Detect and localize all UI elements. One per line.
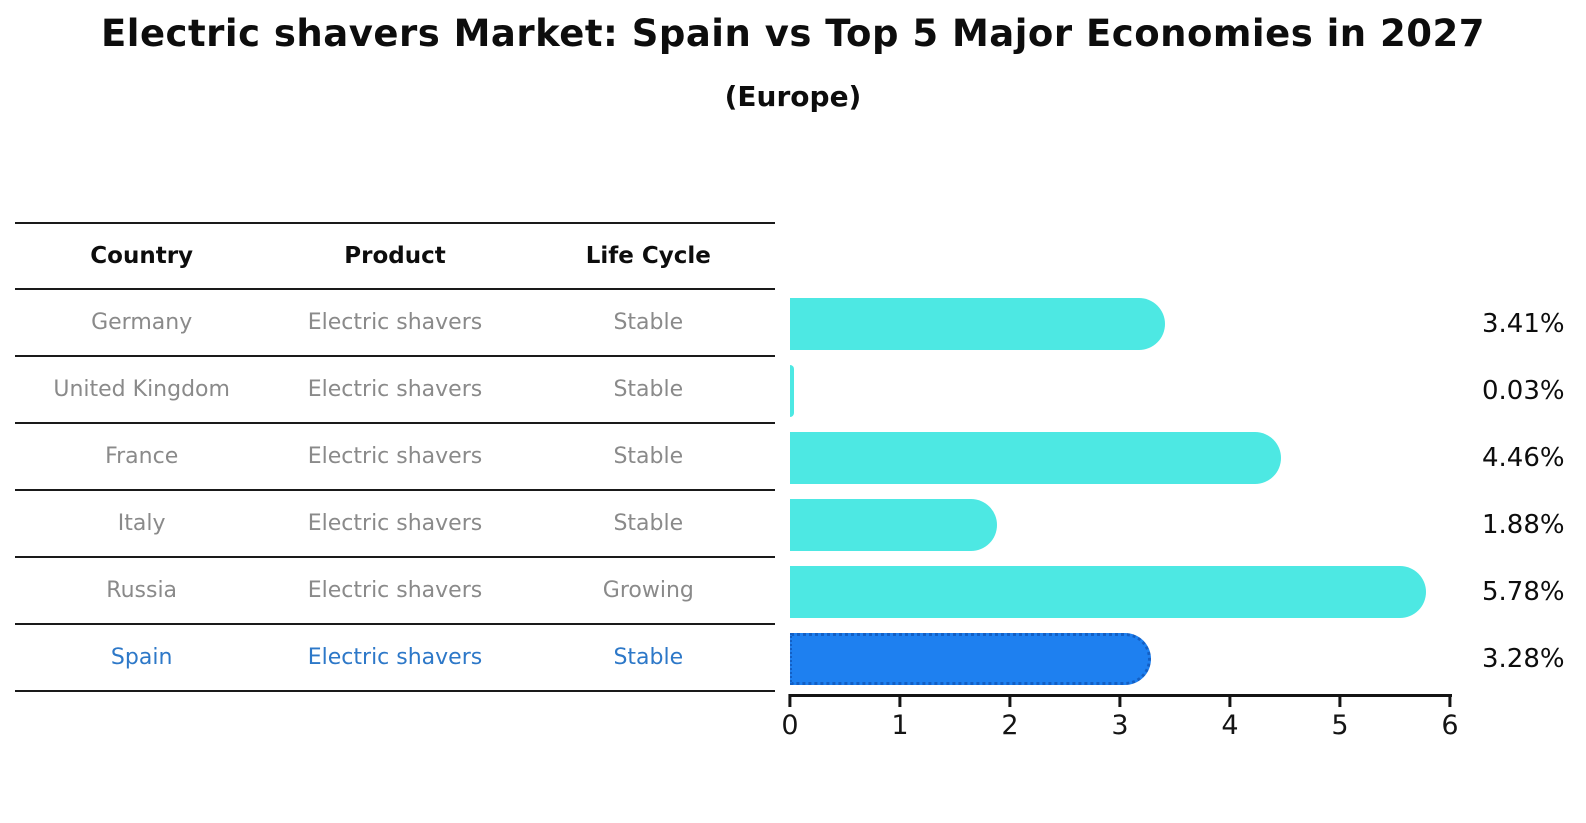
x-tick-4: 4: [1221, 694, 1239, 741]
tick-label: 0: [781, 710, 799, 741]
table-row-united-kingdom: United Kingdom Electric shavers Stable: [15, 357, 775, 424]
bar-germany: [790, 297, 1166, 350]
cell-product: Electric shavers: [307, 511, 483, 536]
table-row-italy: Italy Electric shavers Stable: [15, 491, 775, 558]
bar-row-united-kingdom: [790, 357, 1450, 424]
value-label-united-kingdom: 0.03%: [1482, 375, 1565, 406]
bar-row-spain: [790, 625, 1450, 692]
bar-italy: [790, 498, 997, 551]
value-labels: 3.41% 0.03% 4.46% 1.88% 5.78% 3.28%: [1482, 290, 1586, 692]
x-tick-5: 5: [1331, 694, 1349, 741]
bar-row-germany: [790, 290, 1450, 357]
country-table: Country Product Life Cycle Germany Elect…: [15, 222, 775, 692]
cell-life-cycle: Stable: [613, 444, 684, 469]
cell-country: France: [105, 444, 179, 469]
cell-country: Russia: [106, 578, 178, 603]
chart-subtitle: (Europe): [724, 80, 862, 113]
cell-product: Electric shavers: [307, 310, 483, 335]
tick-mark: [898, 694, 902, 707]
cell-country: United Kingdom: [53, 377, 230, 402]
x-tick-1: 1: [891, 694, 909, 741]
cell-life-cycle: Stable: [613, 310, 684, 335]
cell-life-cycle: Stable: [613, 511, 684, 536]
bar-row-italy: [790, 491, 1450, 558]
table-row-russia: Russia Electric shavers Growing: [15, 558, 775, 625]
value-label-spain: 3.28%: [1482, 643, 1565, 674]
x-axis: 0 1 2 3 4 5 6: [781, 694, 1459, 744]
table-row-spain: Spain Electric shavers Stable: [15, 625, 775, 692]
bar-france: [790, 431, 1281, 484]
bar-united-kingdom: [790, 364, 794, 417]
tick-label: 2: [1001, 710, 1019, 741]
tick-label: 5: [1331, 710, 1349, 741]
cell-life-cycle: Stable: [613, 377, 684, 402]
bar-spain: [790, 632, 1151, 685]
header-product: Product: [344, 243, 446, 269]
tick-label: 4: [1221, 710, 1239, 741]
tick-label: 3: [1111, 710, 1129, 741]
table-row-france: France Electric shavers Stable: [15, 424, 775, 491]
cell-life-cycle: Stable: [613, 645, 684, 670]
header-country: Country: [90, 243, 194, 269]
table-header-row: Country Product Life Cycle: [15, 222, 775, 290]
bar-russia: [790, 565, 1426, 618]
header-life-cycle: Life Cycle: [585, 243, 711, 269]
tick-mark: [788, 694, 792, 707]
bar-chart: [790, 290, 1450, 692]
tick-mark: [1338, 694, 1342, 707]
tick-mark: [1118, 694, 1122, 707]
tick-mark: [1008, 694, 1012, 707]
cell-country: Italy: [117, 511, 166, 536]
value-label-germany: 3.41%: [1482, 308, 1565, 339]
tick-mark: [1228, 694, 1232, 707]
cell-country: Spain: [110, 645, 173, 670]
tick-label: 6: [1441, 710, 1459, 741]
cell-product: Electric shavers: [307, 578, 483, 603]
chart-title: Electric shavers Market: Spain vs Top 5 …: [100, 12, 1485, 55]
tick-mark: [1448, 694, 1452, 707]
value-label-russia: 5.78%: [1482, 576, 1565, 607]
bar-row-russia: [790, 558, 1450, 625]
x-tick-6: 6: [1441, 694, 1459, 741]
x-tick-2: 2: [1001, 694, 1019, 741]
value-label-italy: 1.88%: [1482, 509, 1565, 540]
cell-product: Electric shavers: [307, 444, 483, 469]
value-label-france: 4.46%: [1482, 442, 1565, 473]
cell-product: Electric shavers: [307, 377, 483, 402]
x-tick-3: 3: [1111, 694, 1129, 741]
table-row-germany: Germany Electric shavers Stable: [15, 290, 775, 357]
bar-row-france: [790, 424, 1450, 491]
cell-life-cycle: Growing: [602, 578, 694, 603]
cell-country: Germany: [91, 310, 193, 335]
cell-product: Electric shavers: [307, 645, 483, 670]
tick-label: 1: [891, 710, 909, 741]
x-tick-0: 0: [781, 694, 799, 741]
